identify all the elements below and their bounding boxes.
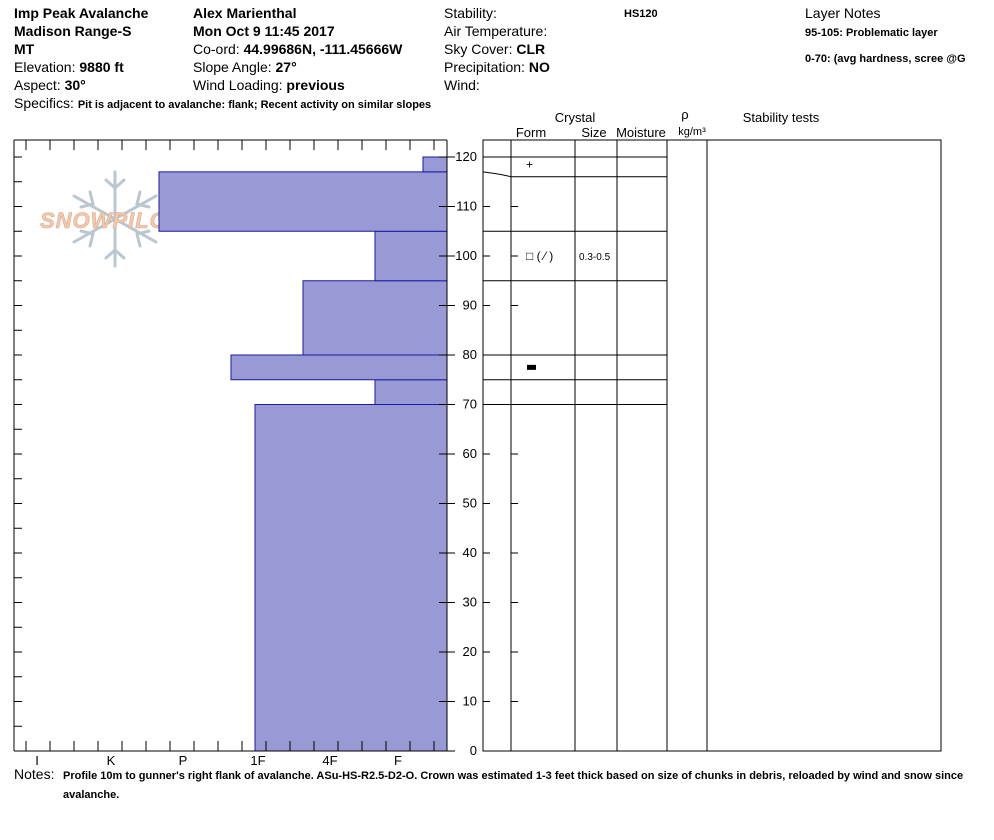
layer-note-2: 0-70: (avg hardness, scree @G (805, 53, 966, 65)
y-tick-label: 50 (463, 496, 477, 511)
density-unit: kg/m³ (678, 126, 706, 138)
boundary-connector (482, 171, 512, 178)
stability-label: Stability: (444, 5, 497, 21)
wind-label: Wind: (444, 77, 480, 93)
snowpilot-logo: SNOWPILOT (40, 170, 183, 268)
hardness-axes: 0 10 20 30 40 50 60 70 80 90 100 110 120 I K P 1F 4F F (13, 139, 477, 768)
hardness-bar (230, 354, 448, 381)
size-header: Size (581, 125, 606, 140)
pit-name: Imp Peak Avalanche (14, 5, 149, 21)
form-header: Form (516, 125, 546, 140)
slope-row: Slope Angle: 27° (193, 58, 297, 76)
hardness-bar (422, 156, 448, 173)
hardness-bar (158, 171, 448, 232)
stability-tests-header: Stability tests (743, 110, 820, 125)
y-tick-label: 80 (463, 347, 477, 362)
hardness-bar (374, 230, 448, 282)
y-tick-label: 0 (470, 743, 477, 758)
coord-row: Co-ord: 44.99686N, -111.45666W (193, 40, 402, 58)
specifics-value: Pit is adjacent to avalanche: flank; Rec… (77, 99, 432, 111)
snowflake-icon (72, 170, 158, 268)
y-tick-label: 40 (463, 545, 477, 560)
hardness-tick-label: K (107, 753, 116, 768)
grain-form-symbol: + (526, 157, 533, 171)
hardness-bar (254, 404, 448, 752)
y-tick-label: 90 (463, 298, 477, 313)
wind-loading-label: Wind Loading: (193, 77, 283, 93)
hs-value: HS120 (624, 8, 658, 20)
elevation-label: Elevation: (14, 59, 76, 75)
y-tick-label: 70 (463, 397, 477, 412)
hardness-tick-label: 1F (250, 753, 265, 768)
moisture-header: Moisture (616, 125, 666, 140)
notes-text: Profile 10m to gunner's right flank of a… (63, 770, 964, 801)
coord-label: Co-ord: (193, 41, 240, 57)
hardness-tick-label: F (394, 753, 402, 768)
observer-name: Alex Marienthal (193, 5, 297, 21)
air-temp-label: Air Temperature: (444, 23, 548, 39)
precip-label: Precipitation: (444, 59, 525, 75)
layer-note-1: 95-105: Problematic layer (805, 27, 938, 39)
y-tick-label: 20 (463, 644, 477, 659)
slope-label: Slope Angle: (193, 59, 272, 75)
y-tick-label: 120 (455, 149, 477, 164)
coord-value: 44.99686N, -111.45666W (243, 41, 403, 57)
state-name: MT (14, 41, 35, 57)
hardness-bar (374, 379, 448, 405)
density-symbol: ρ (681, 107, 688, 122)
layer-notes-title: Layer Notes (805, 5, 881, 21)
grain-form-symbol: □ ( ⁄ ) (526, 249, 553, 263)
y-tick-label: 110 (456, 199, 477, 214)
specifics-row: Specifics: Pit is adjacent to avalanche:… (14, 94, 431, 114)
crystal-observations: + □ ( ⁄ ) 0.3-0.5 (526, 157, 611, 370)
sky-row: Sky Cover: CLR (444, 40, 545, 58)
precip-value: NO (528, 59, 550, 75)
hardness-tick-label: 4F (322, 753, 337, 768)
aspect-row: Aspect: 30° (14, 76, 86, 94)
sky-label: Sky Cover: (444, 41, 513, 57)
specifics-label: Specifics: (14, 95, 74, 111)
aspect-label: Aspect: (14, 77, 61, 93)
elevation-row: Elevation: 9880 ft (14, 58, 124, 76)
hardness-tick-label: I (35, 753, 39, 768)
wind-loading-value: previous (286, 77, 345, 93)
logo-text: SNOWPILOT (40, 208, 183, 233)
sky-value: CLR (516, 41, 546, 57)
hardness-bar (302, 280, 448, 356)
hardness-tick-label: P (179, 753, 188, 768)
aspect-value: 30° (64, 77, 86, 93)
range-name: Madison Range-S (14, 23, 132, 39)
crystal-header: Crystal (555, 110, 596, 125)
notes-label: Notes: (14, 766, 55, 782)
crystal-grid-border (482, 139, 942, 752)
precip-row: Precipitation: NO (444, 58, 550, 76)
y-tick-label: 30 (463, 595, 477, 610)
elevation-value: 9880 ft (79, 59, 124, 75)
wind-loading-row: Wind Loading: previous (193, 76, 345, 94)
y-tick-label: 60 (463, 446, 477, 461)
grain-form-symbol (527, 364, 536, 370)
slope-value: 27° (275, 59, 297, 75)
grain-size-value: 0.3-0.5 (579, 252, 611, 263)
crystal-grid (482, 139, 942, 752)
y-tick-label: 100 (455, 248, 477, 263)
y-tick-label: 10 (463, 694, 477, 709)
hardness-bars (158, 156, 448, 752)
observation-datetime: Mon Oct 9 11:45 2017 (193, 23, 335, 39)
